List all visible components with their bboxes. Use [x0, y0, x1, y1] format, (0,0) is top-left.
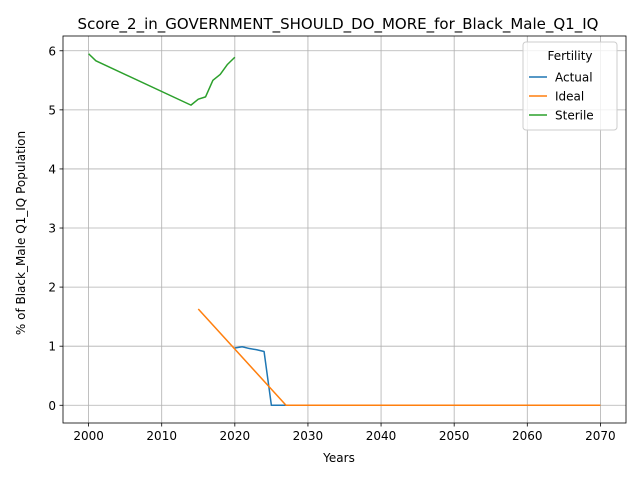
x-axis-ticks: 2000 2010 2020 2030 2040 2050 2060 2070: [73, 423, 616, 443]
chart-title: Score_2_in_GOVERNMENT_SHOULD_DO_MORE_for…: [78, 15, 599, 34]
x-tick-label: 2000: [73, 429, 104, 443]
y-tick-label: 0: [48, 399, 56, 413]
x-tick-label: 2060: [512, 429, 543, 443]
legend-label-sterile: Sterile: [555, 109, 594, 123]
y-axis-label: % of Black_Male Q1_IQ Population: [14, 131, 28, 335]
legend-box: [522, 41, 618, 131]
y-axis-ticks: 0 1 2 3 4 5 6: [48, 44, 63, 413]
y-tick-label: 1: [48, 340, 56, 354]
legend-items: Actual Ideal Sterile: [529, 71, 594, 123]
x-tick-label: 2010: [146, 429, 177, 443]
y-tick-label: 4: [48, 162, 56, 176]
y-tick-label: 2: [48, 281, 56, 295]
legend-label-ideal: Ideal: [555, 90, 584, 104]
y-tick-label: 3: [48, 222, 56, 236]
x-tick-label: 2070: [585, 429, 616, 443]
plot-frame: [62, 35, 627, 424]
x-tick-label: 2020: [220, 429, 251, 443]
y-tick-label: 5: [48, 103, 56, 117]
series-line-sterile: [88, 53, 236, 106]
series-line-actual: [234, 346, 601, 407]
legend-title: Fertility: [547, 49, 592, 63]
x-axis-label: Years: [322, 451, 355, 465]
x-tick-label: 2050: [439, 429, 470, 443]
y-tick-label: 6: [48, 44, 56, 58]
series-line-ideal: [197, 308, 601, 407]
legend: Fertility Actual Ideal Sterile: [522, 41, 618, 131]
legend-label-actual: Actual: [555, 71, 593, 85]
plot-series: [88, 53, 601, 407]
x-tick-label: 2040: [366, 429, 397, 443]
x-tick-label: 2030: [293, 429, 324, 443]
